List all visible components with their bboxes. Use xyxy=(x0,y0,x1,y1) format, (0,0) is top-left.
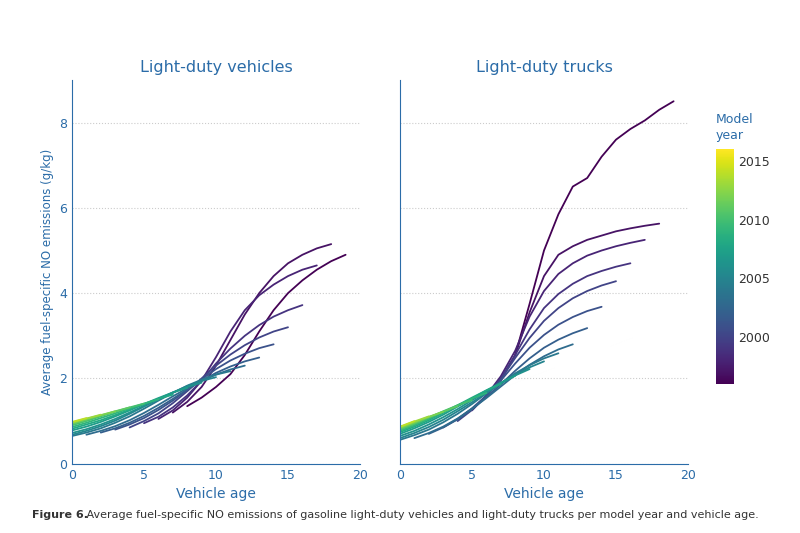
Text: Average fuel-specific NO emissions of gasoline light-duty vehicles and light-dut: Average fuel-specific NO emissions of ga… xyxy=(83,510,759,520)
Title: Light-duty vehicles: Light-duty vehicles xyxy=(140,60,292,75)
Text: year: year xyxy=(716,129,744,142)
Title: Light-duty trucks: Light-duty trucks xyxy=(475,60,613,75)
X-axis label: Vehicle age: Vehicle age xyxy=(504,487,584,501)
Text: Figure 6.: Figure 6. xyxy=(32,510,88,520)
X-axis label: Vehicle age: Vehicle age xyxy=(176,487,256,501)
Y-axis label: Average fuel-specific NO emissions (g/kg): Average fuel-specific NO emissions (g/kg… xyxy=(41,149,54,395)
Text: Model: Model xyxy=(716,113,754,126)
